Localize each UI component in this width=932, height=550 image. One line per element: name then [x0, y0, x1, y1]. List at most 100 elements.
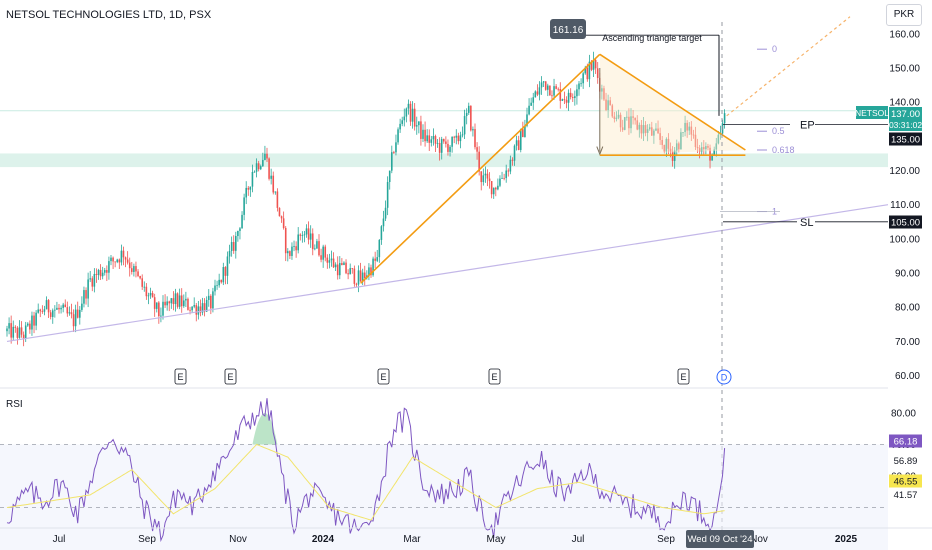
candle-body — [230, 242, 233, 251]
candle-body — [262, 159, 264, 167]
candle-body — [538, 87, 541, 95]
candle-body — [611, 105, 614, 117]
candle-body — [22, 334, 25, 339]
candle-body — [249, 186, 252, 190]
candle-body — [415, 125, 418, 127]
rsi-title: RSI — [6, 399, 23, 410]
earnings-marker — [488, 368, 501, 385]
candle-body — [79, 309, 81, 318]
candle-body — [66, 307, 69, 314]
candle-body — [93, 273, 96, 287]
candle-body — [49, 312, 52, 317]
candle-body — [191, 306, 193, 311]
candle-body — [347, 273, 349, 275]
candle-body — [95, 273, 98, 275]
candle-body — [526, 114, 528, 126]
candle-body — [326, 257, 329, 263]
candle-body — [314, 248, 316, 250]
candle-body — [253, 171, 256, 173]
currency-button[interactable]: PKR — [886, 4, 922, 26]
fib-level-label: 0.618 — [772, 145, 795, 155]
candle-body — [106, 270, 108, 273]
candle-body — [628, 116, 630, 129]
candle-body — [380, 226, 383, 240]
candle-body — [133, 266, 135, 272]
candle-body — [270, 175, 272, 179]
price-tick-label: 140.00 — [889, 98, 920, 109]
candle-body — [85, 290, 87, 299]
candle-body — [391, 152, 393, 171]
candle-body — [272, 175, 275, 193]
candle-body — [218, 279, 220, 286]
candle-body — [640, 124, 643, 134]
candle-body — [565, 99, 568, 103]
price-tick-label: 150.00 — [889, 63, 920, 74]
candle-body — [33, 315, 35, 326]
candle-body — [549, 85, 551, 96]
price-tick-label: 110.00 — [890, 200, 920, 211]
candle-body — [401, 120, 403, 124]
candle-body — [287, 251, 289, 254]
price-tick-label: 120.00 — [889, 166, 920, 177]
candle-body — [147, 295, 150, 297]
rsi-extra-label: 56.89 — [894, 456, 918, 467]
candle-body — [388, 170, 391, 183]
target-caption: Ascending triangle target — [602, 33, 702, 43]
countdown-tag: 03:31:02 — [889, 120, 922, 130]
last-symbol-tag — [856, 106, 889, 119]
candle-body — [112, 257, 114, 262]
candle-body — [603, 88, 605, 100]
candle-body — [497, 185, 499, 190]
candle-body — [465, 112, 468, 117]
candle-body — [422, 129, 424, 139]
candle-body — [605, 99, 607, 111]
candle-body — [51, 310, 54, 317]
candle-body — [122, 250, 125, 258]
candle-body — [372, 258, 374, 276]
candlestick-series — [6, 51, 726, 347]
candle-body — [103, 270, 106, 273]
candle-body — [278, 207, 281, 217]
candle-body — [12, 326, 15, 338]
candle-body — [297, 234, 299, 251]
time-tick-label: 2025 — [835, 534, 858, 545]
candle-body — [707, 146, 709, 148]
candle-body — [58, 307, 60, 310]
candle-body — [542, 81, 545, 83]
candle-body — [243, 197, 245, 215]
candle-body — [64, 304, 67, 308]
candle-body — [692, 134, 695, 136]
candle-body — [187, 298, 189, 310]
candle-body — [166, 301, 168, 306]
candle-body — [151, 293, 154, 298]
time-tick-label: Jul — [53, 534, 66, 545]
candle-body — [368, 267, 370, 276]
candle-body — [713, 149, 715, 156]
candle-body — [700, 147, 703, 152]
candle-body — [266, 153, 268, 159]
candle-body — [709, 147, 711, 161]
candle-body — [222, 267, 225, 283]
candle-body — [717, 134, 720, 144]
price-tick-label: 100.00 — [889, 234, 920, 245]
candle-body — [291, 246, 293, 256]
candle-body — [615, 117, 618, 119]
candle-body — [74, 309, 77, 327]
candle-body — [232, 242, 235, 251]
candle-body — [332, 258, 335, 268]
candle-body — [675, 143, 678, 151]
candle-body — [226, 256, 229, 276]
candle-body — [630, 116, 632, 129]
candle-body — [571, 97, 574, 98]
candle-body — [139, 275, 141, 279]
chart-symbol-title: NETSOL TECHNOLOGIES LTD, 1D, PSX — [6, 9, 212, 21]
candle-body — [193, 305, 195, 307]
candle-body — [384, 207, 387, 219]
candle-body — [131, 268, 133, 272]
candle-body — [544, 81, 547, 90]
candle-body — [582, 73, 584, 84]
candle-body — [307, 228, 310, 240]
candle-body — [14, 326, 17, 328]
